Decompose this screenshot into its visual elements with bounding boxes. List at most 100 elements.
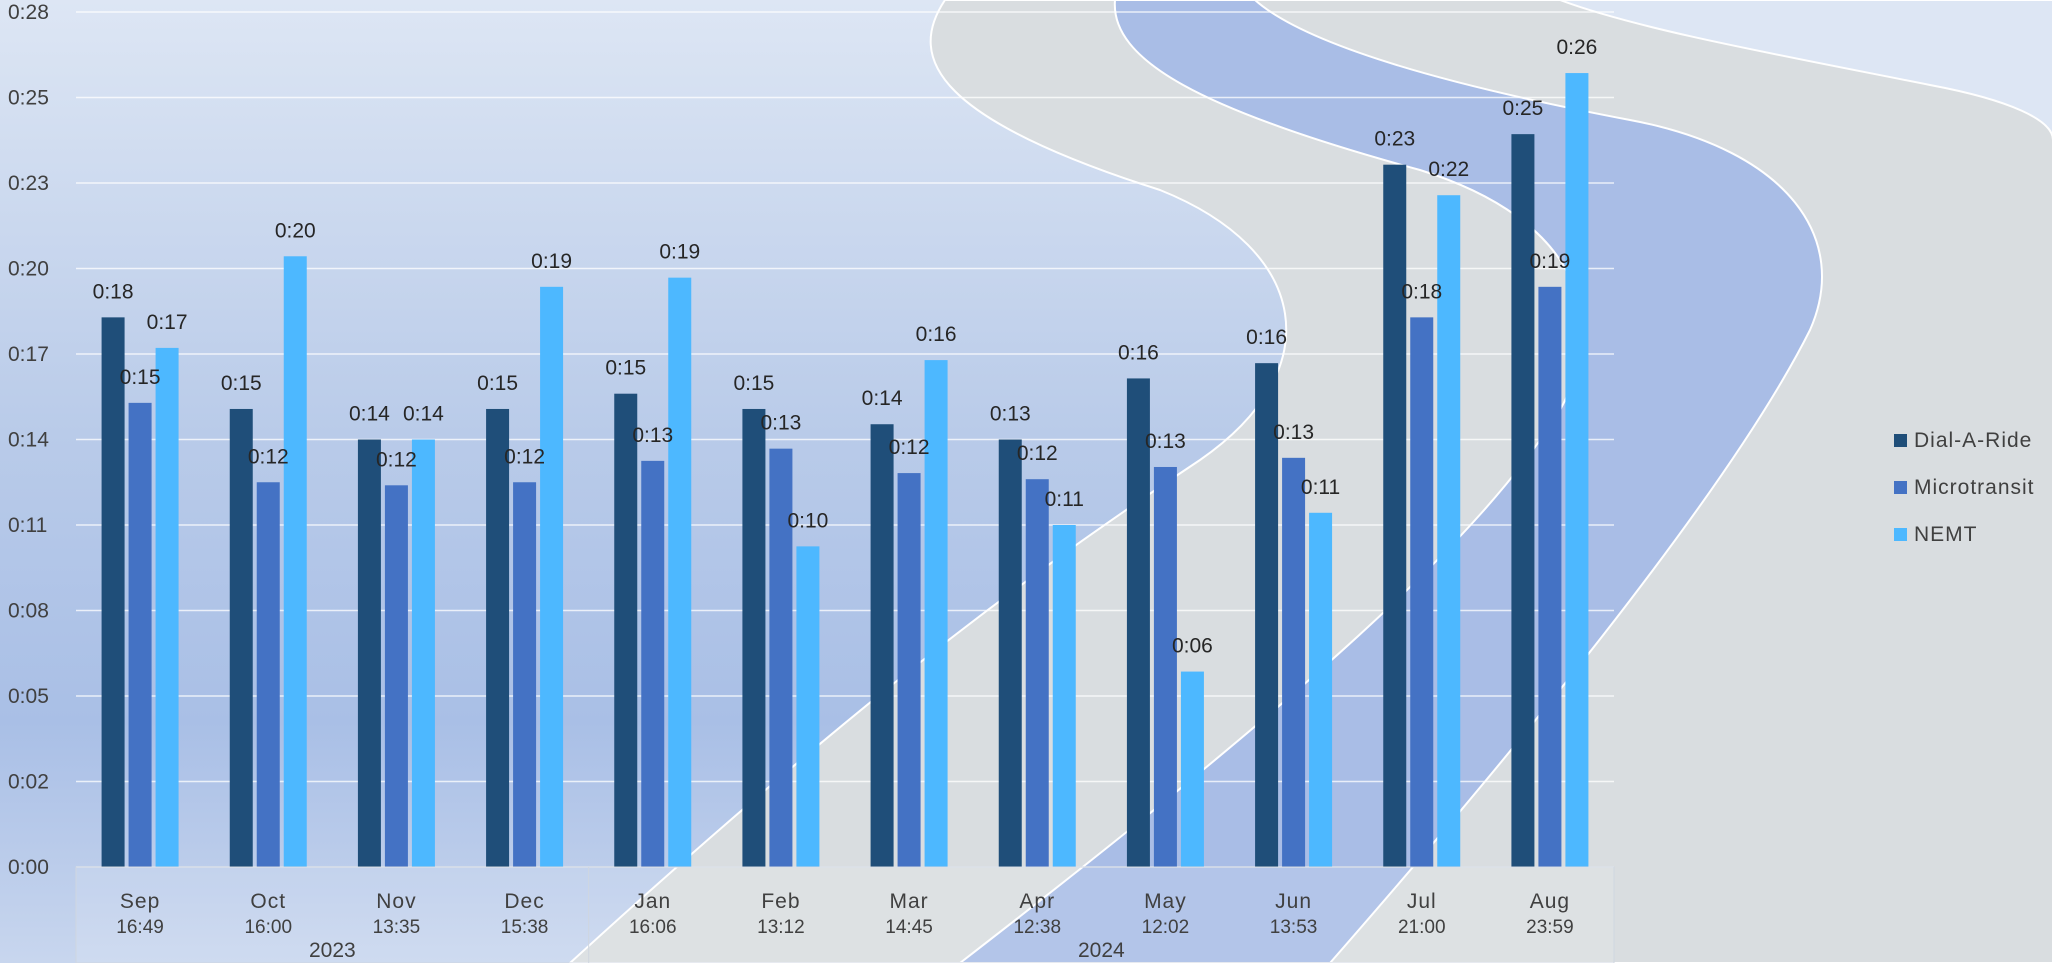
x-tick-label: Aug [1530,890,1570,913]
x-group-label: 2023 [309,939,356,962]
legend-swatch [1894,434,1907,447]
data-label: 0:15 [221,372,262,395]
bar-microtransit [1025,479,1049,867]
data-label: 0:15 [120,366,161,389]
y-tick-label: 0:28 [8,1,49,24]
data-label: 0:15 [733,372,774,395]
bar-microtransit [1410,317,1434,867]
data-label: 0:15 [477,372,518,395]
data-label: 0:12 [504,445,545,468]
data-label: 0:19 [1529,250,1570,273]
bar-dial-a-ride [1511,134,1535,868]
data-label: 0:12 [1017,442,1058,465]
data-label: 0:20 [275,219,316,242]
data-label: 0:12 [248,445,289,468]
x-tick-label: May [1144,890,1187,913]
x-tick-sublabel: 16:06 [629,917,677,938]
x-tick-label: Nov [376,890,416,913]
bar-nemt [1052,525,1076,867]
y-tick-label: 0:00 [8,856,49,879]
bar-nemt [1309,512,1333,867]
x-tick-label: Oct [250,890,286,913]
data-label: 0:10 [787,509,828,532]
x-tick-label: Jun [1275,890,1312,913]
legend-swatch [1894,481,1907,494]
bar-microtransit [256,482,280,867]
legend-swatch [1894,528,1907,541]
y-tick-label: 0:25 [8,87,49,110]
bar-microtransit [513,482,537,867]
data-label: 0:17 [147,311,188,334]
x-tick-sublabel: 16:00 [244,917,292,938]
bar-nemt [411,439,435,867]
x-tick-label: Jan [634,890,671,913]
y-tick-label: 0:08 [8,600,49,623]
x-tick-label: Jul [1407,890,1437,913]
bar-dial-a-ride [998,439,1022,867]
bar-nemt [924,360,948,867]
data-label: 0:14 [862,387,903,410]
data-label: 0:13 [760,412,801,435]
data-label: 0:14 [349,403,390,426]
data-label: 0:13 [632,424,673,447]
bar-dial-a-ride [742,408,766,867]
bar-microtransit [1282,457,1306,867]
bar-dial-a-ride [1383,164,1407,867]
data-label: 0:12 [376,448,417,471]
data-label: 0:18 [1401,280,1442,303]
bar-nemt [668,277,692,867]
x-tick-label: Sep [120,890,160,913]
x-tick-sublabel: 13:12 [757,917,805,938]
data-label: 0:19 [531,250,572,273]
x-tick-sublabel: 21:00 [1398,917,1446,938]
y-tick-label: 0:20 [8,258,49,281]
x-group-label: 2024 [1078,939,1125,962]
y-tick-label: 0:02 [8,771,49,794]
bar-microtransit [1153,466,1177,867]
bar-nemt [283,256,307,867]
data-label: 0:19 [659,241,700,264]
bar-dial-a-ride [486,408,510,867]
data-label: 0:16 [1118,341,1159,364]
bar-nemt [1180,671,1204,867]
bar-dial-a-ride [357,439,381,867]
data-label: 0:06 [1172,635,1213,658]
x-tick-sublabel: 14:45 [885,917,933,938]
x-tick-label: Mar [889,890,928,913]
bar-dial-a-ride [1126,378,1150,867]
y-tick-label: 0:17 [8,343,49,366]
bar-nemt [155,347,179,868]
legend-label: Microtransit [1914,476,2035,499]
x-tick-sublabel: 23:59 [1526,917,1574,938]
y-tick-label: 0:11 [8,514,47,537]
data-label: 0:13 [1145,430,1186,453]
x-tick-label: Feb [761,890,800,913]
bar-dial-a-ride [1255,363,1279,867]
legend-label: Dial-A-Ride [1914,429,2032,452]
bar-microtransit [128,402,152,867]
x-tick-sublabel: 13:53 [1270,917,1318,938]
data-label: 0:13 [990,403,1031,426]
legend: Dial-A-Ride Microtransit NEMT [1894,429,2035,546]
bar-nemt [1565,73,1589,868]
bar-dial-a-ride [101,317,125,867]
x-tick-sublabel: 13:35 [373,917,421,938]
data-label: 0:22 [1428,158,1469,181]
y-tick-label: 0:05 [8,685,49,708]
x-tick-sublabel: 16:49 [116,917,164,938]
data-label: 0:12 [889,436,930,459]
bar-nemt [1437,195,1461,867]
x-axis: Sep 16:49 Oct 16:00 Nov 13:35 Dec 15:38 Jan 16:06… [75,866,1615,963]
data-label: 0:25 [1502,97,1543,120]
data-label: 0:15 [605,357,646,380]
data-label: 0:11 [1045,488,1084,511]
data-label: 0:26 [1556,36,1597,59]
x-tick-sublabel: 12:38 [1013,917,1061,938]
data-label: 0:13 [1273,421,1314,444]
y-axis: 0:00 0:02 0:05 0:08 0:11 0:14 0:17 0:20 0:23 0:25… [8,1,49,879]
data-label: 0:23 [1374,128,1415,151]
bar-nemt [796,546,820,867]
y-tick-label: 0:23 [8,172,49,195]
x-tick-label: Apr [1019,890,1055,913]
